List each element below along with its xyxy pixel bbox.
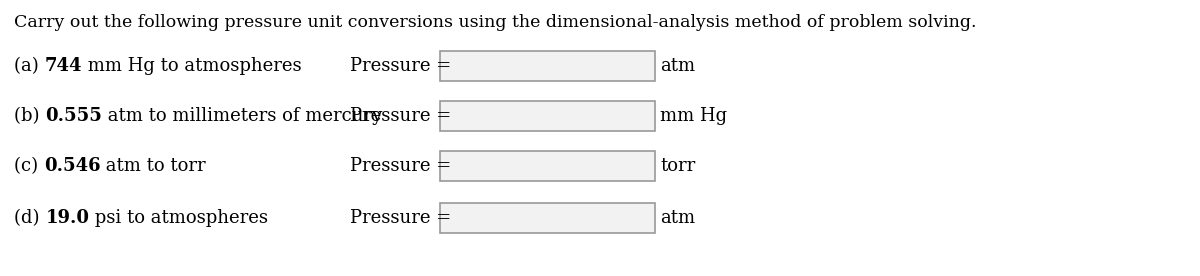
- Text: mm Hg to atmospheres: mm Hg to atmospheres: [82, 57, 301, 75]
- Bar: [440, 51, 655, 81]
- Text: 0.546: 0.546: [44, 157, 101, 175]
- Text: torr: torr: [660, 157, 695, 175]
- Text: atm: atm: [660, 209, 695, 227]
- Bar: [440, 203, 655, 233]
- Text: Pressure =: Pressure =: [350, 209, 451, 227]
- Text: psi to atmospheres: psi to atmospheres: [89, 209, 269, 227]
- Text: atm: atm: [660, 57, 695, 75]
- Text: mm Hg: mm Hg: [660, 107, 727, 125]
- Text: (a): (a): [14, 57, 44, 75]
- Text: (b): (b): [14, 107, 46, 125]
- Text: Pressure =: Pressure =: [350, 57, 451, 75]
- Text: 0.555: 0.555: [46, 107, 102, 125]
- Text: Pressure =: Pressure =: [350, 107, 451, 125]
- Text: (d): (d): [14, 209, 46, 227]
- Text: Pressure =: Pressure =: [350, 157, 451, 175]
- Bar: [440, 151, 655, 181]
- Text: 19.0: 19.0: [46, 209, 89, 227]
- Text: atm to torr: atm to torr: [101, 157, 206, 175]
- Text: Carry out the following pressure unit conversions using the dimensional-analysis: Carry out the following pressure unit co…: [14, 14, 977, 31]
- Text: 744: 744: [44, 57, 82, 75]
- Text: atm to millimeters of mercury: atm to millimeters of mercury: [102, 107, 383, 125]
- Bar: [440, 101, 655, 131]
- Text: (c): (c): [14, 157, 44, 175]
